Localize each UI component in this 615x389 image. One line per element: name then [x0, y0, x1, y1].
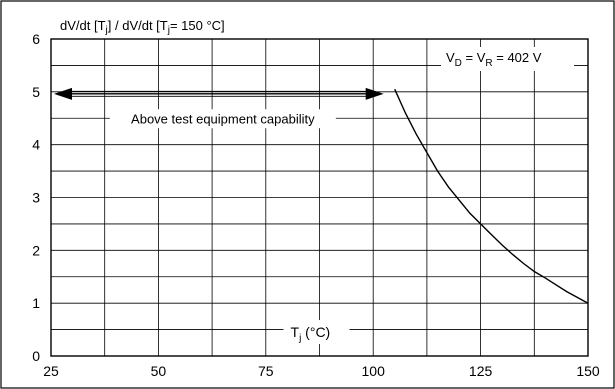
- condition-label: VD = VR = 402 V: [446, 50, 542, 69]
- y-tick-label: 5: [32, 84, 40, 100]
- x-axis-label: Tj (°C): [291, 324, 331, 344]
- x-tick-label: 75: [258, 363, 274, 379]
- y-tick-label: 0: [32, 348, 40, 364]
- x-tick-label: 150: [576, 363, 600, 379]
- x-tick-label: 25: [43, 363, 59, 379]
- x-tick-label: 50: [151, 363, 167, 379]
- x-tick-label: 125: [469, 363, 493, 379]
- y-axis-label: dV/dt [Tj] / dV/dt [Tj= 150 °C]: [60, 18, 225, 36]
- condition-box: VD = VR = 402 V: [441, 47, 574, 71]
- range-annotation: Above test equipment capability: [54, 87, 384, 129]
- tick-labels: 25 50 75 100 125 150 0 1 2 3 4 5 6: [32, 31, 600, 379]
- y-tick-label: 4: [32, 137, 40, 153]
- axes: [50, 38, 589, 357]
- range-arrow-head-left: [54, 87, 72, 100]
- series-line: [394, 88, 589, 304]
- x-tick-label: 100: [362, 363, 386, 379]
- y-tick-label: 3: [32, 190, 40, 206]
- range-label: Above test equipment capability: [131, 111, 315, 126]
- y-tick-label: 1: [32, 295, 40, 311]
- range-arrow-head-right: [365, 87, 384, 100]
- plot-border: [50, 38, 589, 357]
- x-axis-label-group: Tj (°C): [283, 320, 350, 344]
- grid: [51, 39, 588, 356]
- y-tick-label: 2: [32, 242, 40, 258]
- y-tick-label: 6: [32, 31, 40, 47]
- series-layer: [394, 88, 589, 304]
